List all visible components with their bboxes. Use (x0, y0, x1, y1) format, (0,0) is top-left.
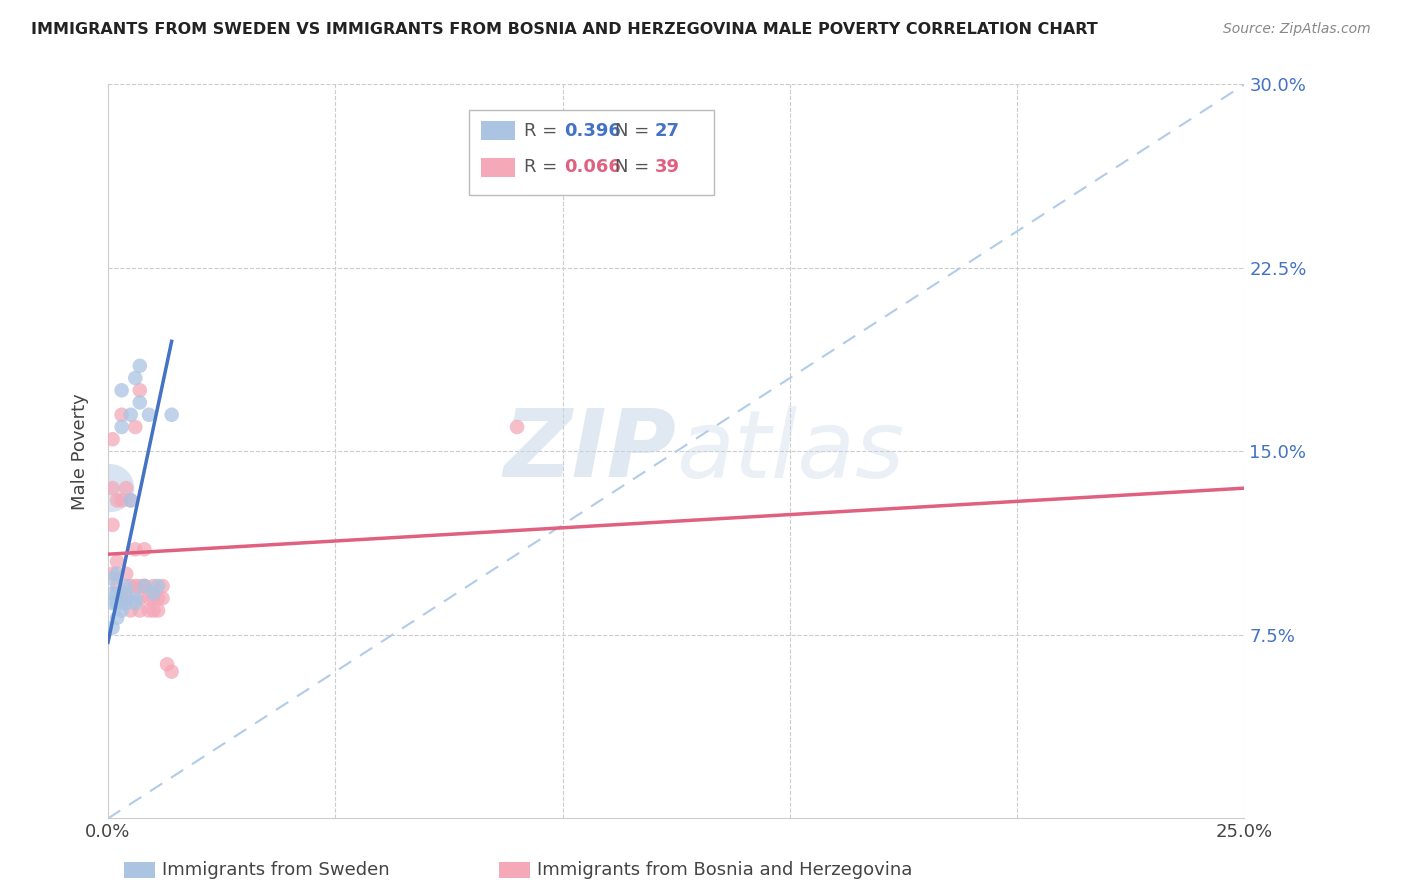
Point (120, 579, 142, 593)
Point (134, 542, 156, 557)
Point (105, 493, 128, 508)
Text: R =: R = (524, 121, 562, 140)
Point (105, 555, 128, 569)
Text: R =: R = (524, 159, 562, 177)
Point (111, 408, 134, 422)
Point (146, 591, 169, 606)
Text: Immigrants from Sweden: Immigrants from Sweden (162, 861, 389, 879)
Point (146, 603, 169, 617)
Text: Source: ZipAtlas.com: Source: ZipAtlas.com (1223, 22, 1371, 37)
Point (115, 566, 138, 581)
Point (128, 591, 150, 606)
Point (138, 603, 160, 617)
Point (101, 586, 124, 600)
Text: N =: N = (614, 159, 655, 177)
FancyBboxPatch shape (481, 158, 515, 177)
Text: 39: 39 (655, 159, 679, 177)
Text: N =: N = (614, 121, 655, 140)
Point (120, 408, 142, 422)
Point (124, 579, 146, 593)
Point (101, 572, 124, 586)
Point (124, 542, 146, 557)
Point (105, 579, 128, 593)
Point (156, 657, 179, 672)
Point (152, 579, 174, 593)
Point (128, 359, 150, 373)
Point (120, 493, 142, 508)
Point (120, 493, 142, 508)
Point (105, 586, 128, 600)
Point (111, 591, 134, 606)
Point (142, 603, 165, 617)
FancyBboxPatch shape (481, 121, 515, 140)
Point (115, 579, 138, 593)
Point (101, 432, 124, 446)
Point (120, 603, 142, 617)
Text: IMMIGRANTS FROM SWEDEN VS IMMIGRANTS FROM BOSNIA AND HERZEGOVINA MALE POVERTY CO: IMMIGRANTS FROM SWEDEN VS IMMIGRANTS FRO… (31, 22, 1098, 37)
Point (643, 175, 665, 189)
Text: 27: 27 (655, 121, 679, 140)
Point (142, 586, 165, 600)
Point (152, 591, 174, 606)
Text: 0.396: 0.396 (564, 121, 620, 140)
Y-axis label: Male Poverty: Male Poverty (72, 393, 89, 510)
Point (101, 481, 124, 495)
Point (128, 579, 150, 593)
Point (101, 517, 124, 532)
Point (146, 579, 169, 593)
Point (134, 579, 156, 593)
Point (101, 596, 124, 610)
Point (138, 591, 160, 606)
Point (105, 611, 128, 625)
Point (98, 481, 121, 495)
Point (115, 596, 138, 610)
Point (160, 408, 183, 422)
Point (115, 591, 138, 606)
Point (128, 603, 150, 617)
Point (142, 579, 165, 593)
Point (111, 603, 134, 617)
Point (111, 420, 134, 434)
Point (101, 621, 124, 635)
Point (115, 481, 138, 495)
Point (134, 579, 156, 593)
Point (124, 371, 146, 385)
Point (142, 591, 165, 606)
Point (128, 395, 150, 409)
FancyBboxPatch shape (470, 110, 714, 194)
Point (138, 408, 160, 422)
Point (115, 586, 138, 600)
Text: 0.066: 0.066 (564, 159, 620, 177)
Text: ZIP: ZIP (503, 406, 676, 498)
Point (160, 665, 183, 679)
Point (111, 493, 134, 508)
Point (111, 384, 134, 398)
Point (124, 596, 146, 610)
Point (128, 384, 150, 398)
Point (101, 566, 124, 581)
Point (105, 566, 128, 581)
Text: atlas: atlas (676, 406, 904, 497)
Point (111, 596, 134, 610)
Point (124, 591, 146, 606)
Point (124, 420, 146, 434)
Point (134, 579, 156, 593)
Point (105, 596, 128, 610)
Text: Immigrants from Bosnia and Herzegovina: Immigrants from Bosnia and Herzegovina (537, 861, 912, 879)
Point (506, 420, 529, 434)
